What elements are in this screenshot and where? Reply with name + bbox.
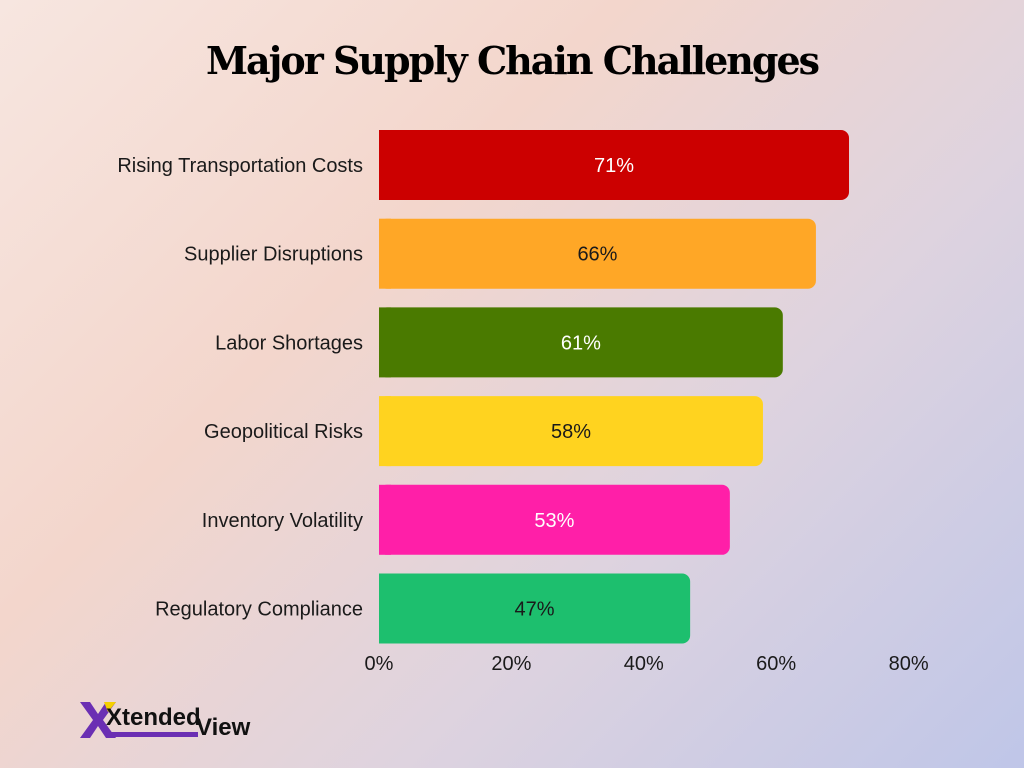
category-label-4: Geopolitical Risks [204,421,363,443]
category-label-3: Labor Shortages [215,332,363,354]
category-label-5: Inventory Volatility [202,510,363,532]
brand-word-view: View [196,714,251,741]
brand-logo: Xtended View [78,700,278,750]
bar-2-edge [379,218,391,289]
bar-5 [379,484,730,555]
bar-4 [379,396,763,467]
x-tick-label-3: 40% [624,653,664,675]
bar-1-edge [379,130,391,200]
category-label-2: Supplier Disruptions [184,244,363,266]
value-label-5: 53% [534,510,574,532]
bar-1 [379,130,850,200]
value-label-3: 61% [561,332,601,354]
value-label-6: 47% [515,599,555,621]
value-label-1: 71% [594,155,634,177]
brand-underline [108,732,198,737]
category-label-1: Rising Transportation Costs [117,155,363,177]
bar-5-edge [379,484,391,555]
x-tick-label-4: 60% [756,653,796,675]
bar-chart: Rising Transportation Costs 71% Supplier D… [117,130,929,675]
brand-word-xtended: Xtended [106,704,201,731]
bar-6 [379,573,691,644]
bar-2 [379,218,816,289]
chart-title: Major Supply Chain Challenges [205,38,820,83]
x-logo-icon [80,702,116,738]
value-label-4: 58% [551,421,591,443]
bar-4-edge [379,396,391,467]
bar-3-edge [379,307,391,378]
x-tick-label-2: 20% [491,653,531,675]
bar-3 [379,307,783,378]
bar-6-edge [379,573,391,644]
value-label-2: 66% [577,244,617,266]
x-tick-label-5: 80% [889,653,929,675]
category-label-6: Regulatory Compliance [155,599,363,621]
x-tick-label-1: 0% [365,653,394,675]
